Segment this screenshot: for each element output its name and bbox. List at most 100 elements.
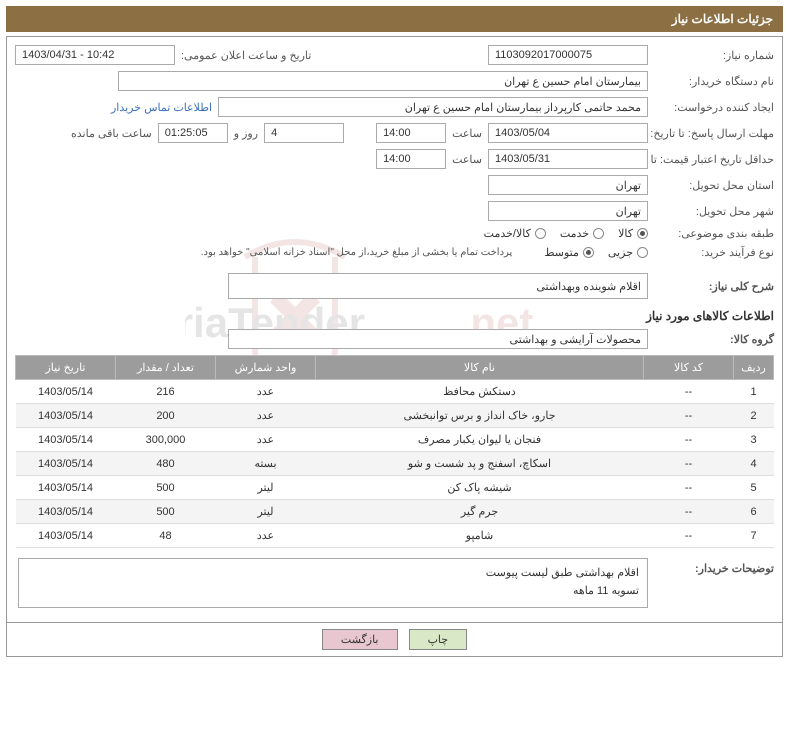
requester-label: ایجاد کننده درخواست: <box>654 101 774 114</box>
table-cell: 500 <box>116 500 216 524</box>
need-no-value: 1103092017000075 <box>488 45 648 65</box>
table-cell: 1403/05/14 <box>16 404 116 428</box>
province-value: تهران <box>488 175 648 195</box>
row-buyer-org: نام دستگاه خریدار: بیمارستان امام حسین ع… <box>15 71 774 91</box>
notes-label: توضیحات خریدار: <box>654 558 774 575</box>
validity-label: حداقل تاریخ اعتبار قیمت: تا تاریخ: <box>654 153 774 166</box>
table-cell: بسته <box>216 452 316 476</box>
topic-radio-group: کالا خدمت کالا/خدمت <box>484 227 648 240</box>
city-value: تهران <box>488 201 648 221</box>
row-need-number: شماره نیاز: 1103092017000075 تاریخ و ساع… <box>15 45 774 65</box>
table-row: 3--فنجان یا لیوان یکبار مصرفعدد300,00014… <box>16 428 774 452</box>
table-cell: 3 <box>734 428 774 452</box>
table-cell: عدد <box>216 404 316 428</box>
row-city: شهر محل تحویل: تهران <box>15 201 774 221</box>
table-row: 4--اسکاچ، اسفنج و پد شست و شوبسته4801403… <box>16 452 774 476</box>
table-cell: 48 <box>116 524 216 548</box>
table-cell: 1403/05/14 <box>16 500 116 524</box>
days-and-label: روز و <box>234 127 258 140</box>
group-value: محصولات آرایشی و بهداشتی <box>228 329 648 349</box>
table-cell: 480 <box>116 452 216 476</box>
process-opt-1: متوسط <box>544 246 579 259</box>
table-cell: 2 <box>734 404 774 428</box>
table-cell: شیشه پاک کن <box>316 476 644 500</box>
days-remaining: 4 <box>264 123 344 143</box>
table-cell: 1403/05/14 <box>16 380 116 404</box>
validity-time: 14:00 <box>376 149 446 169</box>
table-cell: -- <box>644 380 734 404</box>
table-cell: -- <box>644 452 734 476</box>
deadline-date: 1403/05/04 <box>488 123 648 143</box>
table-row: 7--شامپوعدد481403/05/14 <box>16 524 774 548</box>
table-cell: شامپو <box>316 524 644 548</box>
summary-value: اقلام شوینده وبهداشتی <box>228 273 648 299</box>
radio-icon <box>583 247 594 258</box>
table-cell: دستکش محافظ <box>316 380 644 404</box>
topic-radio-both[interactable]: کالا/خدمت <box>484 227 546 240</box>
deadline-time: 14:00 <box>376 123 446 143</box>
th-name: نام کالا <box>316 356 644 380</box>
buyer-org-value: بیمارستان امام حسین ع تهران <box>118 71 648 91</box>
form-frame: AriaTender .net شماره نیاز: 110309201700… <box>6 36 783 623</box>
goods-heading: اطلاعات کالاهای مورد نیاز <box>15 309 774 323</box>
table-cell: 4 <box>734 452 774 476</box>
row-deadline: مهلت ارسال پاسخ: تا تاریخ: 1403/05/04 سا… <box>15 123 774 143</box>
th-date: تاریخ نیاز <box>16 356 116 380</box>
process-label: نوع فرآیند خرید: <box>654 246 774 259</box>
table-cell: -- <box>644 428 734 452</box>
table-cell: 300,000 <box>116 428 216 452</box>
topic-opt-2: کالا/خدمت <box>484 227 531 240</box>
topic-opt-1: خدمت <box>560 227 589 240</box>
table-cell: 500 <box>116 476 216 500</box>
table-row: 1--دستکش محافظعدد2161403/05/14 <box>16 380 774 404</box>
table-cell: 200 <box>116 404 216 428</box>
button-row: چاپ بازگشت <box>6 623 783 657</box>
th-qty: تعداد / مقدار <box>116 356 216 380</box>
buyer-org-label: نام دستگاه خریدار: <box>654 75 774 88</box>
th-index: ردیف <box>734 356 774 380</box>
row-process: نوع فرآیند خرید: جزیی متوسط پرداخت تمام … <box>15 246 774 259</box>
table-cell: لیتر <box>216 500 316 524</box>
title-bar: جزئیات اطلاعات نیاز <box>6 6 783 32</box>
row-province: استان محل تحویل: تهران <box>15 175 774 195</box>
process-radio-medium[interactable]: متوسط <box>544 246 594 259</box>
table-cell: 216 <box>116 380 216 404</box>
table-cell: 5 <box>734 476 774 500</box>
table-cell: 1403/05/14 <box>16 476 116 500</box>
back-button[interactable]: بازگشت <box>322 629 398 650</box>
table-row: 2--جارو، خاک انداز و برس توانبخشیعدد2001… <box>16 404 774 428</box>
table-cell: عدد <box>216 524 316 548</box>
table-cell: -- <box>644 404 734 428</box>
print-button[interactable]: چاپ <box>409 629 468 650</box>
table-cell: جرم گیر <box>316 500 644 524</box>
table-cell: -- <box>644 500 734 524</box>
table-cell: 7 <box>734 524 774 548</box>
row-validity: حداقل تاریخ اعتبار قیمت: تا تاریخ: 1403/… <box>15 149 774 169</box>
buyer-contact-link[interactable]: اطلاعات تماس خریدار <box>111 101 212 114</box>
process-radio-minor[interactable]: جزیی <box>608 246 648 259</box>
process-radio-group: جزیی متوسط <box>544 246 648 259</box>
deadline-label: مهلت ارسال پاسخ: تا تاریخ: <box>654 127 774 140</box>
table-cell: عدد <box>216 380 316 404</box>
row-summary: شرح کلی نیاز: اقلام شوینده وبهداشتی <box>15 273 774 299</box>
topic-radio-service[interactable]: خدمت <box>560 227 604 240</box>
need-no-label: شماره نیاز: <box>654 49 774 62</box>
table-cell: 1403/05/14 <box>16 452 116 476</box>
time-label-2: ساعت <box>452 153 482 166</box>
group-label: گروه کالا: <box>654 333 774 346</box>
table-cell: 1 <box>734 380 774 404</box>
table-row: 6--جرم گیرلیتر5001403/05/14 <box>16 500 774 524</box>
th-code: کد کالا <box>644 356 734 380</box>
table-cell: لیتر <box>216 476 316 500</box>
requester-value: محمد حاتمی کارپرداز بیمارستان امام حسین … <box>218 97 648 117</box>
process-note: پرداخت تمام یا بخشی از مبلغ خرید،از محل … <box>201 247 513 258</box>
table-cell: 6 <box>734 500 774 524</box>
table-cell: 1403/05/14 <box>16 524 116 548</box>
radio-icon <box>637 228 648 239</box>
radio-icon <box>593 228 604 239</box>
topic-opt-0: کالا <box>618 227 633 240</box>
topic-radio-goods[interactable]: کالا <box>618 227 648 240</box>
table-cell: جارو، خاک انداز و برس توانبخشی <box>316 404 644 428</box>
topic-label: طبقه بندی موضوعی: <box>654 227 774 240</box>
table-header-row: ردیف کد کالا نام کالا واحد شمارش تعداد /… <box>16 356 774 380</box>
